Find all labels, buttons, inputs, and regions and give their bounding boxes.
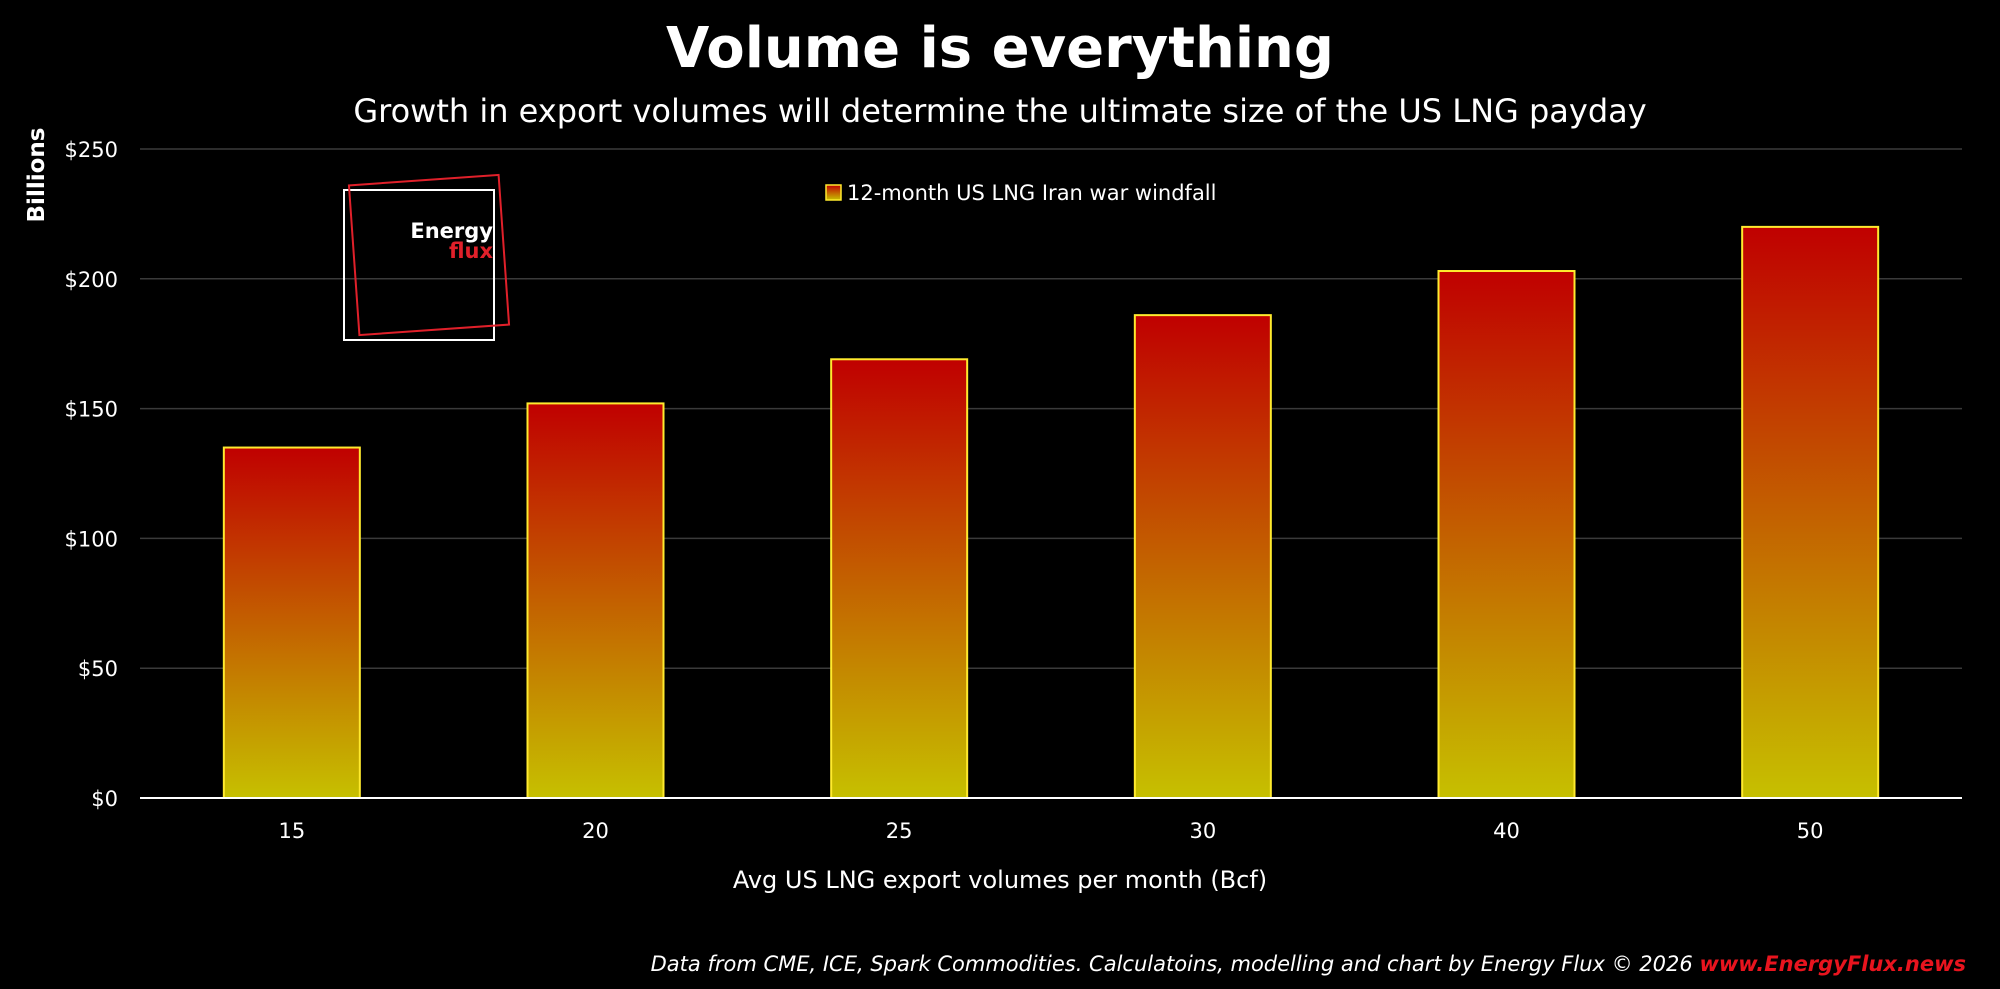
- x-tick-label: 20: [582, 819, 609, 843]
- energy-flux-logo: Energy flux: [343, 173, 511, 341]
- source-note: Data from CME, ICE, Spark Commodities. C…: [651, 952, 1966, 976]
- bar-20: [526, 402, 665, 799]
- legend-swatch: [825, 184, 842, 201]
- x-axis-ticks: 15 20 25 30 40 50: [278, 819, 1823, 843]
- chart-title: Volume is everything: [666, 16, 1334, 81]
- bar-15: [222, 446, 361, 799]
- logo-text-flux: flux: [449, 239, 494, 263]
- x-tick-label: 40: [1493, 819, 1520, 843]
- x-tick-label: 50: [1797, 819, 1824, 843]
- bar-40: [1437, 270, 1576, 799]
- logo-red-square: [347, 173, 511, 337]
- y-tick-label: $100: [65, 527, 118, 551]
- y-tick-label: $50: [78, 657, 118, 681]
- logo-text-energy: Energy: [410, 219, 493, 243]
- bar-30: [1133, 314, 1272, 799]
- x-tick-label: 25: [886, 819, 913, 843]
- chart-subtitle: Growth in export volumes will determine …: [353, 92, 1646, 130]
- bar-25: [830, 358, 969, 799]
- source-link[interactable]: www.EnergyFlux.news: [1699, 952, 1966, 976]
- bar-50: [1741, 225, 1880, 799]
- y-axis-label: Billions: [24, 128, 50, 223]
- y-tick-label: $150: [65, 398, 118, 422]
- legend: 12-month US LNG Iran war windfall: [825, 181, 1216, 205]
- gridlines: [140, 148, 1962, 669]
- x-tick-label: 15: [278, 819, 305, 843]
- y-tick-label: $0: [91, 787, 118, 811]
- legend-label: 12-month US LNG Iran war windfall: [847, 181, 1216, 205]
- y-tick-label: $250: [65, 138, 118, 162]
- y-axis-ticks: $0 $50 $100 $150 $200 $250: [65, 138, 118, 811]
- source-text: Data from CME, ICE, Spark Commodities. C…: [651, 952, 1700, 976]
- logo-white-square: [343, 189, 495, 341]
- x-axis-label: Avg US LNG export volumes per month (Bcf…: [733, 866, 1267, 894]
- x-tick-label: 30: [1189, 819, 1216, 843]
- bar-series: [222, 225, 1880, 799]
- y-tick-label: $200: [65, 268, 118, 292]
